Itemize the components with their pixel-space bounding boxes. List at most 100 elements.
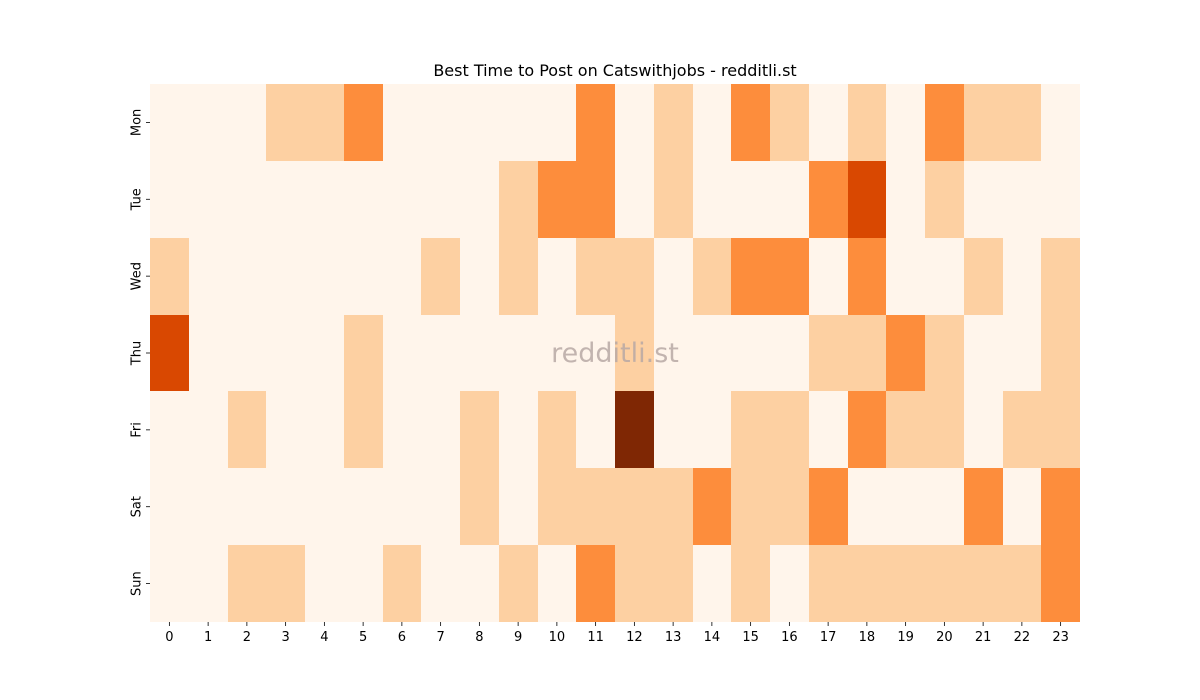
x-tick-label: 12 — [626, 630, 643, 645]
heatmap-cell — [925, 391, 964, 468]
heatmap-cell — [305, 161, 344, 238]
heatmap-cell — [150, 238, 189, 315]
heatmap-cell — [886, 545, 925, 622]
x-axis: 0 1 2 3 4 5 6 7 8 9 10 11 12 13 14 15 16 17 18 19 20 21 22 23 — [165, 622, 1069, 645]
heatmap-cell — [189, 161, 228, 238]
heatmap-cell — [809, 238, 848, 315]
heatmap-cell — [344, 545, 383, 622]
heatmap-cell — [886, 161, 925, 238]
heatmap-cell — [344, 315, 383, 391]
heatmap-cell — [925, 238, 964, 315]
heatmap-cell — [615, 161, 654, 238]
heatmap-cell — [886, 84, 925, 161]
heatmap-cell — [576, 391, 615, 468]
heatmap-cell — [731, 315, 770, 391]
y-axis: Mon Tue Wed Thu Fri Sat Sun — [130, 109, 150, 596]
heatmap-cell — [1041, 161, 1080, 238]
heatmap-cell — [770, 468, 809, 545]
heatmap-cell — [499, 161, 538, 238]
heatmap-cell — [344, 238, 383, 315]
heatmap-cell — [150, 545, 189, 622]
heatmap-cell — [383, 238, 421, 315]
x-tick-label: 4 — [320, 630, 328, 645]
heatmap-cell — [848, 391, 886, 468]
heatmap-cell — [654, 468, 693, 545]
heatmap-cell — [576, 545, 615, 622]
heatmap-cell — [693, 391, 731, 468]
x-tick-label: 8 — [475, 630, 483, 645]
heatmap-cell — [731, 161, 770, 238]
heatmap-cell — [693, 238, 731, 315]
heatmap-cell — [538, 84, 576, 161]
heatmap-cell — [460, 468, 499, 545]
heatmap-cell — [189, 315, 228, 391]
heatmap-cell — [421, 161, 460, 238]
heatmap-cell — [266, 238, 305, 315]
heatmap-cell — [770, 315, 809, 391]
heatmap-cell — [576, 238, 615, 315]
x-tick-label: 14 — [704, 630, 721, 645]
heatmap-cell — [305, 238, 344, 315]
heatmap-cell — [809, 161, 848, 238]
x-tick-label: 10 — [549, 630, 566, 645]
heatmap-cell — [344, 468, 383, 545]
x-tick-label: 19 — [897, 630, 914, 645]
heatmap-cell — [266, 315, 305, 391]
heatmap-cell — [1003, 161, 1041, 238]
heatmap-cell — [228, 468, 266, 545]
heatmap-cell — [654, 161, 693, 238]
heatmap-cell — [731, 238, 770, 315]
heatmap-cell — [576, 315, 615, 391]
chart-title: Best Time to Post on Catswithjobs - redd… — [433, 61, 796, 80]
heatmap-cell — [925, 468, 964, 545]
heatmap-cell — [499, 468, 538, 545]
x-tick-label: 23 — [1052, 630, 1069, 645]
x-tick-label: 17 — [820, 630, 837, 645]
y-tick-label: Sun — [130, 571, 145, 596]
heatmap-cell — [886, 468, 925, 545]
heatmap-cell — [615, 545, 654, 622]
heatmap-cell — [886, 315, 925, 391]
heatmap-cell — [421, 84, 460, 161]
heatmap-cell — [460, 161, 499, 238]
heatmap-cell — [886, 391, 925, 468]
heatmap-cell — [499, 238, 538, 315]
heatmap-cell — [693, 84, 731, 161]
heatmap-cell — [693, 545, 731, 622]
heatmap-cell — [228, 84, 266, 161]
heatmap-cell — [421, 468, 460, 545]
heatmap-cell — [925, 161, 964, 238]
heatmap-cell — [731, 84, 770, 161]
heatmap-cell — [305, 84, 344, 161]
heatmap-cell — [964, 161, 1003, 238]
x-tick-label: 21 — [975, 630, 992, 645]
heatmap-cell — [305, 545, 344, 622]
heatmap-cell — [383, 545, 421, 622]
heatmap-cell — [150, 161, 189, 238]
heatmap-cell — [809, 391, 848, 468]
x-tick-label: 20 — [936, 630, 953, 645]
heatmap-cell — [538, 545, 576, 622]
heatmap-cell — [460, 545, 499, 622]
heatmap-cell — [460, 391, 499, 468]
heatmap-cell — [538, 161, 576, 238]
heatmap-cell — [848, 161, 886, 238]
x-tick-label: 11 — [587, 630, 604, 645]
x-tick-label: 1 — [204, 630, 212, 645]
heatmap-cell — [228, 315, 266, 391]
heatmap-cell — [964, 315, 1003, 391]
heatmap-cell — [1003, 391, 1041, 468]
heatmap-cell — [1041, 468, 1080, 545]
heatmap-cell — [228, 238, 266, 315]
heatmap-cell — [731, 391, 770, 468]
heatmap-cell — [499, 545, 538, 622]
heatmap-cell — [615, 468, 654, 545]
x-tick-label: 13 — [665, 630, 682, 645]
heatmap-cell — [1003, 315, 1041, 391]
x-tick-label: 18 — [859, 630, 876, 645]
heatmap-cell — [538, 468, 576, 545]
heatmap-cell — [809, 545, 848, 622]
heatmap-cell — [1041, 315, 1080, 391]
heatmap-cell — [770, 391, 809, 468]
